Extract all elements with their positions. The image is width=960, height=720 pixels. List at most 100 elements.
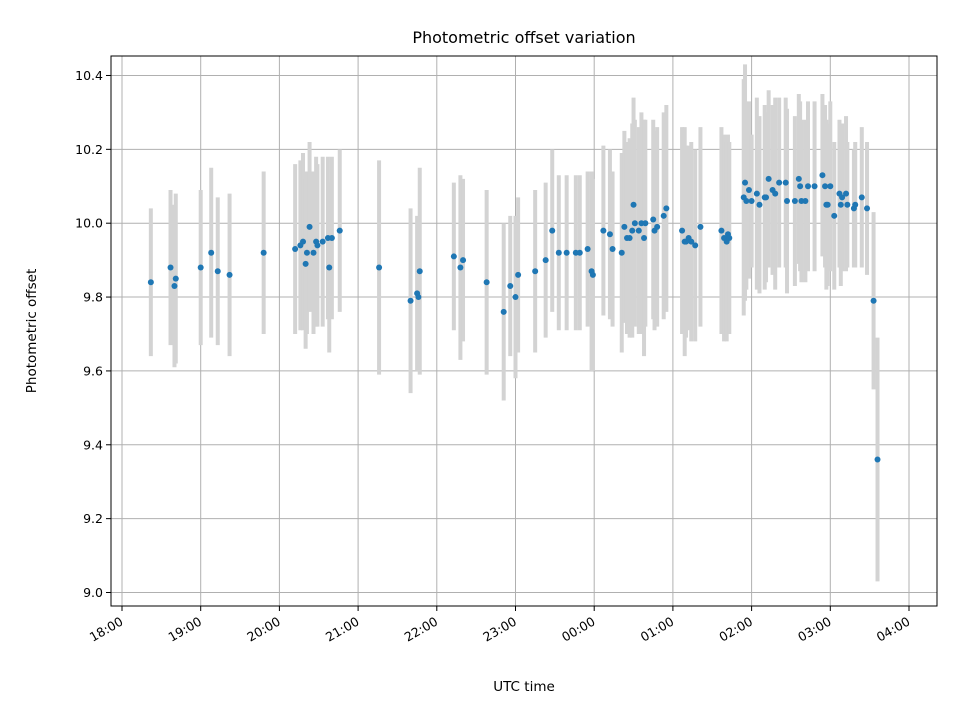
data-point (654, 223, 661, 230)
data-point (718, 227, 725, 234)
data-point (532, 268, 539, 275)
data-point (167, 264, 174, 271)
data-point (641, 234, 648, 241)
y-tick-label: 9.0 (83, 585, 103, 600)
data-point (512, 294, 519, 301)
chart-title: Photometric offset variation (412, 28, 635, 47)
data-point (306, 223, 313, 230)
data-point (663, 205, 670, 212)
y-tick-label: 10.2 (75, 142, 103, 157)
data-point (742, 179, 749, 186)
data-point (772, 190, 779, 197)
data-point (630, 201, 637, 208)
data-point (858, 194, 865, 201)
x-tick-label: 00:00 (559, 614, 598, 645)
data-point (805, 183, 812, 190)
data-point (555, 249, 562, 256)
data-point (843, 190, 850, 197)
y-tick-label: 9.2 (83, 511, 103, 526)
data-point (319, 238, 326, 245)
data-point (328, 234, 335, 241)
data-point (621, 223, 628, 230)
data-point (635, 227, 642, 234)
data-point (500, 308, 507, 315)
data-point (756, 201, 763, 208)
data-point (208, 249, 215, 256)
data-point (827, 183, 834, 190)
data-point (629, 227, 636, 234)
data-point (824, 201, 831, 208)
data-point (797, 183, 804, 190)
data-point (584, 246, 591, 253)
data-point (626, 234, 633, 241)
data-point (483, 279, 490, 286)
data-point (822, 183, 829, 190)
x-tick-label: 18:00 (87, 614, 126, 645)
data-point (692, 242, 699, 249)
data-point (745, 186, 752, 193)
data-point (407, 297, 414, 304)
data-point (260, 249, 267, 256)
data-point (753, 190, 760, 197)
data-point (874, 456, 881, 463)
y-tick-label: 10.0 (75, 216, 103, 231)
plot-frame (110, 55, 938, 607)
data-point (864, 205, 871, 212)
data-point (214, 268, 221, 275)
data-point (549, 227, 556, 234)
data-point (837, 201, 844, 208)
data-point (748, 198, 755, 205)
data-point (726, 234, 733, 241)
data-point (415, 294, 422, 301)
data-points (147, 172, 881, 463)
data-point (460, 257, 467, 264)
data-point (697, 223, 704, 230)
x-tick-label: 03:00 (795, 614, 834, 645)
y-axis-label: Photometric offset (24, 269, 40, 393)
data-point (314, 242, 321, 249)
data-point (839, 194, 846, 201)
x-tick-label: 23:00 (480, 614, 519, 645)
x-tick-label: 19:00 (165, 614, 204, 645)
data-point (376, 264, 383, 271)
data-point (819, 172, 826, 179)
x-tick-label: 01:00 (638, 614, 677, 645)
data-point (300, 238, 307, 245)
data-point (688, 238, 695, 245)
data-point (609, 246, 616, 253)
data-point (791, 198, 798, 205)
data-point (600, 227, 607, 234)
data-point (197, 264, 204, 271)
data-point (679, 227, 686, 234)
y-tick-label: 9.4 (83, 437, 103, 452)
x-tick-label: 21:00 (323, 614, 362, 645)
data-point (870, 297, 877, 304)
data-point (226, 271, 233, 278)
data-point (326, 264, 333, 271)
data-point (844, 201, 851, 208)
x-tick-label: 22:00 (402, 614, 441, 645)
y-tick-label: 10.4 (75, 68, 103, 83)
data-point (606, 231, 613, 238)
data-point (336, 227, 343, 234)
data-point (292, 246, 299, 253)
data-point (631, 220, 638, 227)
data-point (450, 253, 457, 260)
y-tick-label: 9.8 (83, 290, 103, 305)
x-tick-label: 04:00 (874, 614, 913, 645)
data-point (302, 260, 309, 267)
data-point (795, 175, 802, 182)
data-point (416, 268, 423, 275)
data-point (507, 282, 514, 289)
data-point (576, 249, 583, 256)
data-point (303, 249, 310, 256)
error-bars (148, 64, 880, 582)
x-axis-label: UTC time (493, 679, 555, 695)
x-tick-label: 02:00 (716, 614, 755, 645)
data-point (172, 275, 179, 282)
data-point (542, 257, 549, 264)
data-point (811, 183, 818, 190)
data-point (310, 249, 317, 256)
data-point (784, 198, 791, 205)
